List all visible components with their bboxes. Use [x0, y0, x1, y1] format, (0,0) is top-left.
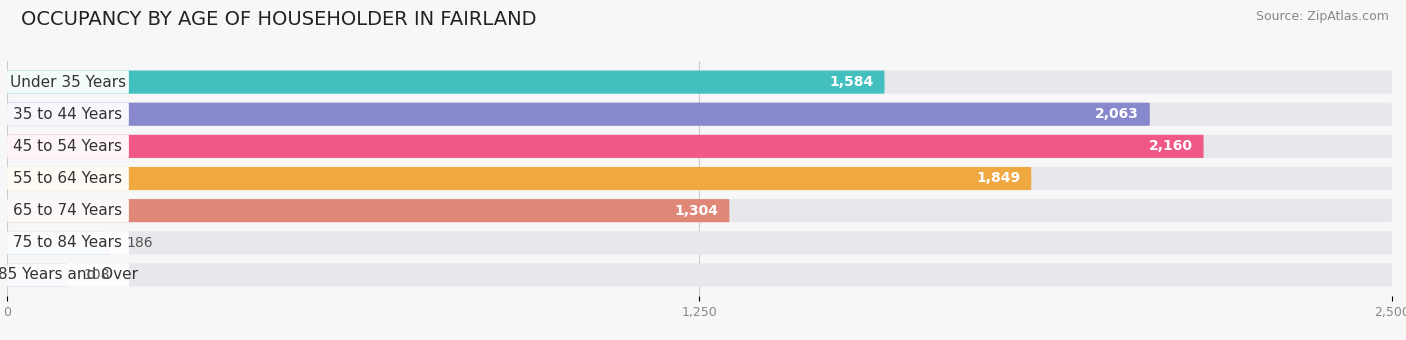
Text: Source: ZipAtlas.com: Source: ZipAtlas.com	[1256, 10, 1389, 23]
Text: Under 35 Years: Under 35 Years	[10, 74, 127, 89]
FancyBboxPatch shape	[7, 103, 1392, 126]
Text: 1,849: 1,849	[976, 171, 1021, 186]
Text: 75 to 84 Years: 75 to 84 Years	[14, 235, 122, 250]
Text: 2,063: 2,063	[1095, 107, 1139, 121]
FancyBboxPatch shape	[7, 199, 1392, 222]
Text: 186: 186	[127, 236, 153, 250]
FancyBboxPatch shape	[7, 264, 1392, 287]
FancyBboxPatch shape	[7, 135, 1392, 158]
FancyBboxPatch shape	[7, 231, 110, 254]
FancyBboxPatch shape	[7, 264, 129, 287]
Text: 55 to 64 Years: 55 to 64 Years	[14, 171, 122, 186]
Text: OCCUPANCY BY AGE OF HOUSEHOLDER IN FAIRLAND: OCCUPANCY BY AGE OF HOUSEHOLDER IN FAIRL…	[21, 10, 537, 29]
Text: 1,304: 1,304	[675, 204, 718, 218]
FancyBboxPatch shape	[7, 167, 129, 190]
Text: 108: 108	[83, 268, 110, 282]
FancyBboxPatch shape	[7, 231, 1392, 254]
FancyBboxPatch shape	[7, 135, 129, 158]
Text: 35 to 44 Years: 35 to 44 Years	[14, 107, 122, 122]
Text: 2,160: 2,160	[1149, 139, 1192, 153]
FancyBboxPatch shape	[7, 135, 1204, 158]
FancyBboxPatch shape	[7, 199, 730, 222]
Text: 85 Years and Over: 85 Years and Over	[0, 268, 138, 283]
Text: 1,584: 1,584	[830, 75, 873, 89]
Text: 65 to 74 Years: 65 to 74 Years	[14, 203, 122, 218]
FancyBboxPatch shape	[7, 70, 1392, 94]
FancyBboxPatch shape	[7, 264, 67, 287]
Text: 45 to 54 Years: 45 to 54 Years	[14, 139, 122, 154]
FancyBboxPatch shape	[7, 231, 129, 254]
FancyBboxPatch shape	[7, 167, 1392, 190]
FancyBboxPatch shape	[7, 103, 1150, 126]
FancyBboxPatch shape	[7, 70, 884, 94]
FancyBboxPatch shape	[7, 70, 129, 94]
FancyBboxPatch shape	[7, 199, 129, 222]
FancyBboxPatch shape	[7, 167, 1032, 190]
FancyBboxPatch shape	[7, 103, 129, 126]
